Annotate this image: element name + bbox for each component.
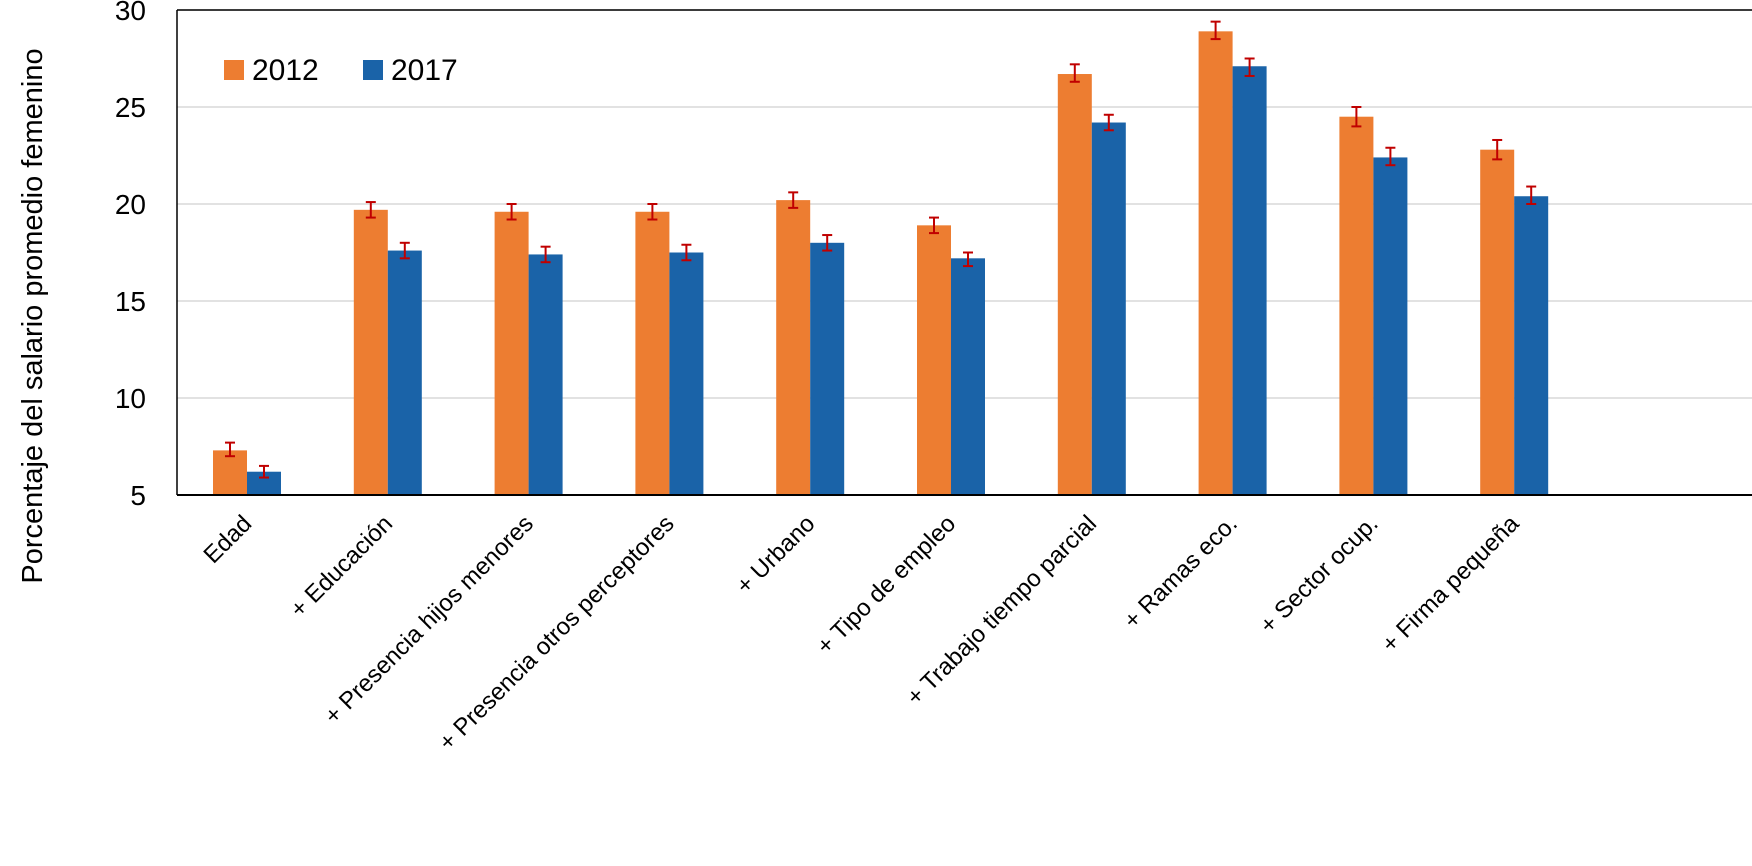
bar-2017 [1232, 66, 1267, 495]
bar-2017 [1091, 122, 1126, 496]
y-tick-label: 5 [130, 480, 146, 511]
bar-2017 [528, 254, 563, 495]
legend-swatch-2017 [363, 60, 383, 80]
bar-2012 [776, 200, 811, 495]
bars [213, 31, 1549, 496]
axes [176, 9, 1752, 496]
error-bars [225, 20, 1537, 479]
bar-2017 [1514, 196, 1549, 496]
x-tick-label: + Educación [285, 510, 398, 623]
bar-2017 [247, 471, 281, 495]
x-tick-label: + Ramas eco. [1119, 510, 1243, 634]
legend-label-2012: 2012 [252, 54, 319, 87]
x-tick-label: Edad [199, 510, 258, 569]
bar-2017 [951, 258, 985, 495]
bar-2012 [635, 211, 670, 495]
bar-2012 [213, 450, 247, 495]
y-axis-label: Porcentaje del salario promedio femenino [17, 48, 49, 583]
y-tick-label: 10 [115, 383, 146, 414]
bar-2012 [1480, 149, 1515, 495]
y-tick-label: 15 [115, 286, 146, 317]
y-tick-label: 25 [115, 92, 146, 123]
x-tick-label: + Firma pequeña [1377, 510, 1525, 658]
x-tick-label: + Tipo de empleo [811, 510, 961, 660]
legend-label-2017: 2017 [391, 54, 458, 87]
y-tick-label: 30 [115, 0, 146, 26]
legend-swatch-2012 [224, 60, 244, 80]
bar-2017 [669, 252, 704, 495]
x-tick-label: + Sector ocup. [1255, 510, 1384, 639]
bar-2012 [917, 225, 951, 495]
bar-2017 [1373, 157, 1408, 495]
bar-2017 [810, 242, 845, 495]
x-tick-label: + Presencia otros perceptores [434, 510, 680, 756]
bar-2012 [1057, 74, 1092, 496]
legend: 2012 2017 [224, 54, 458, 87]
bar-2012 [353, 209, 388, 495]
bar-2012 [1198, 31, 1233, 496]
bar-2012 [1339, 116, 1374, 495]
x-tick-label: + Urbano [731, 510, 820, 599]
y-tick-label: 20 [115, 189, 146, 220]
y-tick-labels: 5 10 15 20 25 30 [115, 0, 146, 511]
bar-2017 [387, 250, 422, 495]
x-tick-labels: Edad + Educación+ Presencia hijos menores… [199, 510, 1525, 756]
bar-2012 [494, 211, 529, 495]
